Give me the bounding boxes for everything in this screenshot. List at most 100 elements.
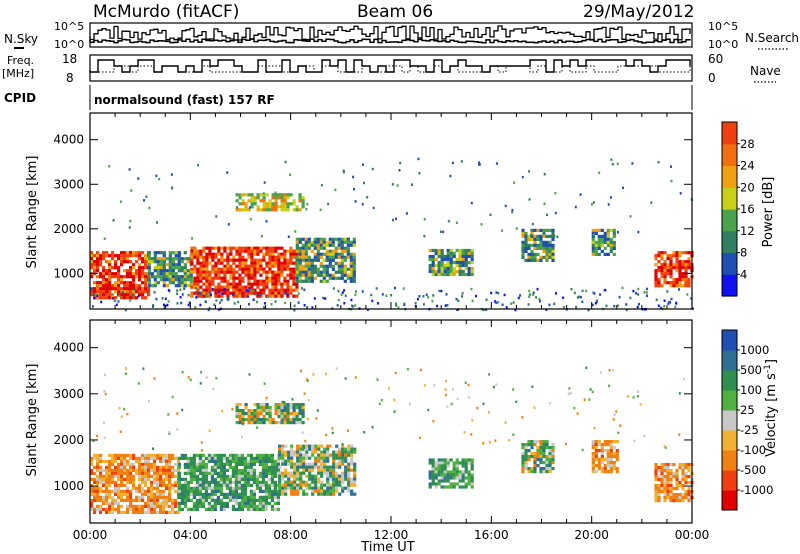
power-echo-cell (660, 263, 664, 267)
power-echo-cell (542, 228, 546, 232)
velocity-echo-cell (277, 409, 281, 413)
velocity-echo-cell (657, 493, 661, 497)
velocity-echo-cell (238, 412, 242, 416)
power-echo-cell (280, 196, 284, 200)
power-echo-cell (467, 254, 471, 259)
power-echo-cell (283, 267, 287, 271)
power-echo-cell (660, 266, 664, 270)
velocity-echo-cell (216, 465, 220, 469)
velocity-echo-cell (683, 377, 686, 381)
power-echo-cell (93, 269, 97, 273)
power-echo-cell (331, 252, 335, 256)
power-echo-cell (343, 289, 346, 292)
power-echo-cell (471, 299, 474, 303)
power-echo-cell (250, 288, 254, 292)
velocity-echo-cell (443, 467, 447, 471)
power-echo-cell (361, 203, 364, 206)
power-echo-cell (260, 235, 263, 238)
velocity-echo-cell (234, 489, 238, 493)
velocity-echo-cell (126, 468, 130, 472)
velocity-echo-cell (99, 474, 103, 478)
velocity-echo-cell (633, 439, 636, 443)
velocity-echo-cell (213, 459, 217, 463)
velocity-echo-cell (353, 465, 357, 469)
velocity-echo-cell (147, 474, 151, 478)
velocity-echo-cell (515, 400, 518, 404)
velocity-echo-cell (299, 459, 303, 463)
velocity-echo-cell (93, 510, 97, 514)
velocity-echo-cell (258, 489, 262, 493)
velocity-echo-cell (247, 409, 251, 413)
velocity-echo-cell (150, 462, 154, 466)
velocity-echo-cell (234, 459, 238, 463)
velocity-echo-cell (150, 483, 154, 487)
velocity-echo-cell (278, 489, 282, 493)
velocity-echo-cell (317, 447, 321, 451)
power-echo-cell (600, 249, 604, 253)
velocity-echo-cell (259, 409, 263, 413)
power-echo-cell (99, 290, 103, 294)
power-echo-cell (337, 289, 340, 293)
velocity-echo-cell (687, 496, 691, 500)
velocity-echo-cell (612, 418, 615, 421)
power-echo-cell (250, 267, 254, 271)
velocity-echo-cell (177, 501, 181, 505)
power-echo-cell (235, 264, 239, 268)
power-echo-cell (332, 287, 335, 290)
velocity-echo-cell (290, 471, 294, 475)
velocity-echo-cell (533, 455, 537, 459)
power-echo-cell (292, 279, 296, 283)
velocity-echo-cell (198, 471, 202, 475)
power-echo-cell (147, 251, 151, 255)
x-tick-label: 08:00 (273, 528, 308, 542)
power-echo-cell (277, 288, 281, 292)
velocity-echo-cell (147, 456, 151, 460)
velocity-echo-cell (545, 470, 549, 474)
velocity-echo-cell (428, 482, 432, 486)
velocity-echo-cell (138, 477, 142, 481)
power-echo-cell (238, 273, 242, 277)
power-echo-cell (226, 258, 230, 262)
velocity-echo-cell (326, 456, 330, 460)
x-tick-label: 16:00 (474, 528, 509, 542)
velocity-echo-cell (165, 468, 169, 472)
power-echo-cell (292, 282, 296, 286)
power-echo-cell (153, 291, 156, 294)
velocity-echo-cell (90, 507, 94, 511)
power-echo-cell (482, 308, 485, 312)
power-echo-cell (111, 254, 115, 258)
power-echo-cell (533, 246, 537, 250)
power-echo-cell (247, 282, 251, 286)
velocity-echo-cell (156, 480, 160, 484)
velocity-echo-cell (156, 474, 160, 478)
power-echo-cell (325, 252, 329, 256)
velocity-echo-cell (171, 507, 175, 511)
velocity-echo-cell (225, 480, 229, 484)
power-echo-cell (280, 288, 284, 292)
power-echo-cell (292, 208, 296, 212)
velocity-echo-cell (144, 459, 148, 463)
velocity-echo-cell (99, 453, 103, 457)
velocity-echo-cell (320, 480, 324, 484)
velocity-echo-cell (240, 498, 244, 502)
velocity-echo-cell (302, 468, 306, 472)
velocity-echo-cell (177, 504, 181, 508)
power-echo-cell (232, 293, 235, 296)
power-echo-cell (311, 306, 314, 309)
power-echo-cell (606, 237, 610, 241)
power-echo-cell (268, 255, 272, 259)
power-echo-cell (594, 240, 598, 244)
power-echo-cell (126, 257, 130, 261)
velocity-ytick-label: 4000 (53, 341, 84, 355)
velocity-echo-cell (132, 486, 136, 490)
velocity-echo-cell (452, 470, 456, 474)
velocity-echo-cell (255, 459, 259, 463)
power-echo-cell (322, 296, 325, 300)
power-echo-cell (220, 261, 224, 265)
power-echo-cell (548, 255, 552, 259)
velocity-echo-cell (548, 455, 552, 459)
velocity-echo-cell (120, 504, 124, 508)
velocity-echo-cell (225, 477, 229, 481)
velocity-echo-cell (153, 504, 157, 508)
velocity-echo-cell (152, 447, 154, 450)
